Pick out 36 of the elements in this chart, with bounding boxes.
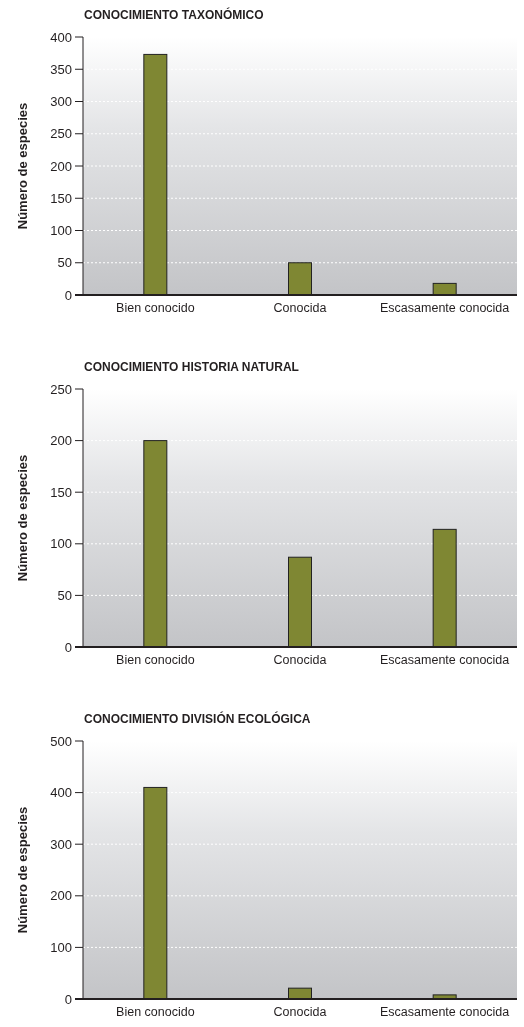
y-tick-label: 150 — [50, 190, 72, 206]
y-tick-label: 200 — [50, 158, 72, 174]
chart-title: CONOCIMIENTO DIVISIÓN ECOLÓGICA — [84, 711, 311, 726]
y-tick-label: 100 — [50, 939, 72, 955]
y-tick-label: 0 — [64, 639, 72, 655]
x-tick-label: Escasamente conocida — [380, 653, 510, 667]
y-tick-label: 350 — [50, 61, 72, 77]
y-tick-label: 300 — [50, 94, 72, 110]
y-axis-title: Número de especies — [15, 454, 30, 582]
x-tick-label: Bien conocido — [116, 301, 195, 315]
y-tick-label: 400 — [50, 785, 72, 801]
x-tick-label: Bien conocido — [116, 653, 195, 667]
y-tick-label: 250 — [50, 126, 72, 142]
x-tick-label: Escasamente conocida — [380, 1005, 510, 1019]
y-tick-label: 0 — [64, 287, 72, 303]
y-tick-label: 400 — [50, 29, 72, 45]
y-axis-title: Número de especies — [15, 102, 30, 230]
y-tick-label: 50 — [57, 255, 72, 271]
y-tick-label: 150 — [50, 484, 72, 500]
y-tick-label: 250 — [50, 381, 72, 397]
x-tick-label: Conocida — [273, 1005, 327, 1019]
x-tick-label: Escasamente conocida — [380, 301, 510, 315]
x-tick-label: Bien conocido — [116, 1005, 195, 1019]
y-tick-label: 200 — [50, 888, 72, 904]
y-tick-label: 300 — [50, 836, 72, 852]
y-tick-label: 200 — [50, 433, 72, 449]
y-tick-label: 100 — [50, 536, 72, 552]
y-tick-label: 50 — [57, 587, 72, 603]
y-tick-label: 500 — [50, 733, 72, 749]
chart-title: CONOCIMIENTO TAXONÓMICO — [84, 7, 264, 22]
x-tick-label: Conocida — [273, 653, 327, 667]
y-tick-label: 0 — [64, 991, 72, 1007]
y-tick-label: 100 — [50, 223, 72, 239]
x-tick-label: Conocida — [273, 301, 327, 315]
chart-title: CONOCIMIENTO HISTORIA NATURAL — [84, 360, 299, 374]
y-axis-title: Número de especies — [15, 806, 30, 934]
